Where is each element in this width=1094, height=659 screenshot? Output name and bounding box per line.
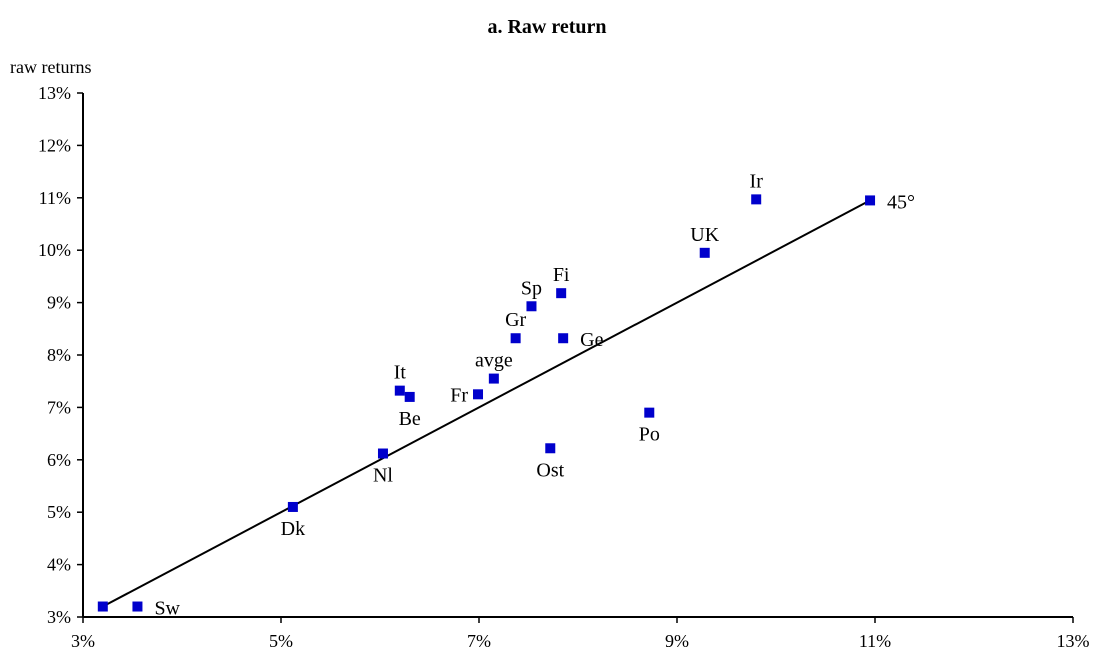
data-point-label: Sp: [521, 277, 542, 299]
data-point-label: Sw: [154, 598, 180, 620]
data-point-label: Fr: [450, 384, 468, 406]
data-point-label: avge: [475, 350, 513, 372]
y-tick-label: 8%: [47, 345, 71, 365]
data-point-label: Ir: [750, 170, 764, 192]
x-tick-label: 13%: [1057, 631, 1090, 651]
data-point-marker: [404, 391, 415, 402]
data-markers: [132, 194, 762, 612]
data-point-marker: [488, 373, 499, 384]
data-point-label: Ost: [536, 459, 564, 481]
reference-line-45: [102, 199, 871, 608]
data-point-marker: [510, 333, 521, 344]
data-point-marker: [751, 194, 762, 205]
data-point-marker: [556, 288, 567, 299]
y-tick-label: 7%: [47, 397, 71, 417]
x-tick-label: 9%: [665, 631, 689, 651]
chart-title: a. Raw return: [487, 16, 606, 38]
y-axis-label: raw returns: [10, 57, 91, 77]
data-point-marker: [558, 333, 569, 344]
data-point-label: It: [394, 362, 407, 384]
data-point-label: Be: [399, 408, 421, 430]
y-tick-label: 5%: [47, 502, 71, 522]
data-point-marker: [287, 501, 298, 512]
data-point-label: UK: [690, 224, 719, 246]
reference-line-label: 45°: [887, 191, 915, 213]
data-point-label: Nl: [373, 465, 393, 487]
x-tick-label: 11%: [859, 631, 891, 651]
data-point-marker: [699, 247, 710, 258]
y-tick-label: 10%: [38, 240, 71, 260]
data-point-marker: [473, 389, 484, 400]
data-point-label: Fi: [553, 264, 570, 286]
y-tick-label: 12%: [38, 135, 71, 155]
y-tick-label: 13%: [38, 83, 71, 103]
y-tick-label: 3%: [47, 607, 71, 627]
reference-line-marker: [865, 195, 876, 206]
y-tick-label: 11%: [39, 188, 71, 208]
data-point-label: Po: [639, 424, 660, 446]
reference-line-marker: [97, 601, 108, 612]
data-point-marker: [394, 385, 405, 396]
data-point-marker: [377, 448, 388, 459]
data-point-marker: [545, 443, 556, 454]
data-point-marker: [644, 407, 655, 418]
data-point-label: Dk: [281, 518, 305, 540]
y-tick-label: 6%: [47, 450, 71, 470]
x-tick-label: 7%: [467, 631, 491, 651]
data-point-label: Gr: [505, 309, 526, 331]
axes: 3% 4% 5% 6% 7% 8% 9% 10% 11% 12% 13% 3% 5% 7% 9% 11% 13%: [38, 83, 1090, 651]
data-point-marker: [132, 601, 143, 612]
y-tick-label: 9%: [47, 293, 71, 313]
y-tick-label: 4%: [47, 555, 71, 575]
data-point-marker: [526, 301, 537, 312]
reference-line-group: 45°: [97, 191, 915, 612]
data-point-label: Ge: [580, 329, 603, 351]
x-tick-label: 3%: [71, 631, 95, 651]
x-tick-label: 5%: [269, 631, 293, 651]
